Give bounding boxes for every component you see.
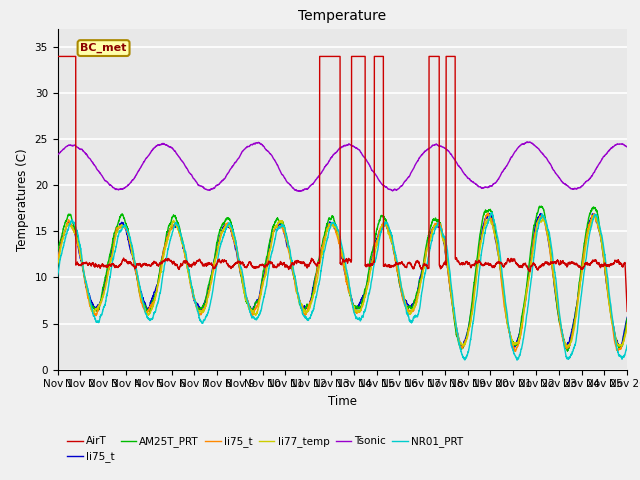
- AM25T_PRT: [522, 289, 530, 295]
- NR01_PRT: [396, 270, 403, 276]
- li75_t: [157, 261, 165, 267]
- AM25T_PRT: [157, 258, 165, 264]
- Y-axis label: Temperatures (C): Temperatures (C): [16, 148, 29, 251]
- Tsonic: [522, 140, 530, 146]
- Tsonic: [424, 146, 432, 152]
- li75_t: [54, 258, 61, 264]
- Line: li77_temp: li77_temp: [58, 215, 627, 347]
- li75_t: [271, 224, 279, 229]
- AirT: [424, 265, 432, 271]
- li75_t: [54, 256, 61, 262]
- Legend: AirT, li75_t, AM25T_PRT, li75_t, li77_temp, Tsonic, NR01_PRT: AirT, li75_t, AM25T_PRT, li75_t, li77_te…: [63, 432, 467, 467]
- NR01_PRT: [522, 315, 530, 321]
- li75_t: [271, 225, 279, 231]
- NR01_PRT: [271, 236, 279, 241]
- AirT: [522, 263, 530, 268]
- li75_t: [424, 242, 432, 248]
- X-axis label: Time: Time: [328, 395, 357, 408]
- li75_t: [396, 276, 403, 281]
- li77_temp: [590, 212, 598, 218]
- li75_t: [511, 348, 519, 354]
- NR01_PRT: [623, 342, 631, 348]
- li77_temp: [396, 274, 403, 279]
- li77_temp: [271, 225, 279, 231]
- li75_t: [623, 314, 631, 320]
- li75_t: [157, 265, 165, 271]
- li75_t: [537, 211, 545, 216]
- Line: li75_t: li75_t: [58, 214, 627, 350]
- li75_t: [509, 347, 517, 353]
- Tsonic: [54, 152, 61, 158]
- li77_temp: [563, 344, 571, 350]
- li77_temp: [623, 322, 631, 327]
- Tsonic: [525, 139, 533, 145]
- li75_t: [479, 229, 486, 235]
- Text: BC_met: BC_met: [81, 43, 127, 53]
- NR01_PRT: [424, 255, 432, 261]
- li75_t: [479, 225, 486, 230]
- Line: NR01_PRT: NR01_PRT: [58, 213, 627, 360]
- AM25T_PRT: [479, 216, 486, 222]
- AirT: [623, 309, 631, 314]
- Line: AM25T_PRT: AM25T_PRT: [58, 206, 627, 351]
- Tsonic: [296, 189, 303, 194]
- Tsonic: [157, 142, 165, 147]
- AM25T_PRT: [623, 316, 631, 322]
- AirT: [54, 54, 61, 60]
- Title: Temperature: Temperature: [298, 10, 387, 24]
- Tsonic: [396, 185, 403, 191]
- NR01_PRT: [157, 286, 165, 291]
- AirT: [157, 261, 165, 266]
- NR01_PRT: [488, 210, 496, 216]
- Line: li75_t: li75_t: [58, 213, 627, 351]
- AirT: [479, 263, 486, 268]
- li77_temp: [157, 269, 165, 275]
- NR01_PRT: [513, 357, 521, 363]
- Tsonic: [271, 158, 279, 164]
- AM25T_PRT: [54, 249, 61, 255]
- NR01_PRT: [479, 243, 486, 249]
- li75_t: [424, 241, 432, 247]
- Line: AirT: AirT: [58, 57, 627, 312]
- AM25T_PRT: [424, 235, 432, 241]
- li77_temp: [479, 231, 486, 237]
- Tsonic: [479, 185, 486, 191]
- li75_t: [623, 321, 631, 326]
- li75_t: [396, 277, 403, 283]
- Line: Tsonic: Tsonic: [58, 142, 627, 192]
- AirT: [271, 264, 279, 270]
- li75_t: [522, 294, 530, 300]
- AM25T_PRT: [271, 219, 279, 225]
- AM25T_PRT: [396, 280, 403, 286]
- li77_temp: [424, 242, 432, 248]
- AM25T_PRT: [564, 348, 572, 354]
- li75_t: [522, 293, 530, 299]
- li75_t: [484, 210, 492, 216]
- li77_temp: [54, 262, 61, 268]
- li77_temp: [522, 294, 530, 300]
- AM25T_PRT: [536, 204, 543, 209]
- Tsonic: [623, 144, 631, 150]
- NR01_PRT: [54, 273, 61, 279]
- AirT: [396, 261, 403, 266]
